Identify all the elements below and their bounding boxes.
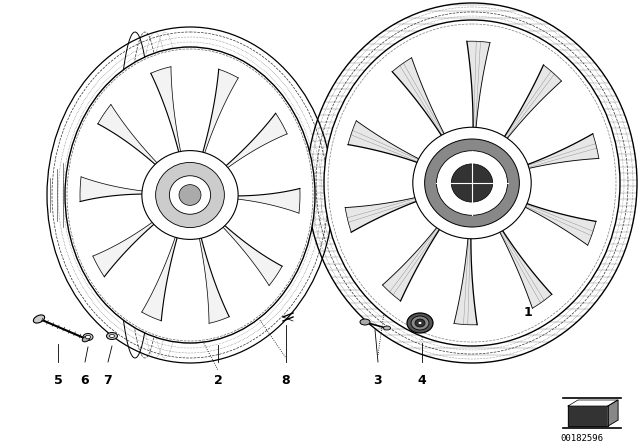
Ellipse shape: [179, 185, 201, 205]
Polygon shape: [93, 204, 177, 277]
Polygon shape: [151, 67, 186, 178]
Ellipse shape: [82, 336, 90, 342]
Text: 3: 3: [374, 374, 382, 387]
Ellipse shape: [65, 47, 315, 343]
Polygon shape: [490, 134, 599, 179]
Text: 6: 6: [81, 374, 90, 387]
Polygon shape: [608, 400, 618, 426]
Polygon shape: [98, 104, 177, 185]
Polygon shape: [454, 202, 477, 325]
Text: 8: 8: [282, 374, 291, 387]
Ellipse shape: [407, 313, 433, 333]
Polygon shape: [568, 400, 618, 406]
Text: 00182596: 00182596: [561, 434, 604, 443]
Ellipse shape: [411, 316, 429, 330]
Ellipse shape: [436, 151, 508, 215]
Polygon shape: [204, 113, 287, 186]
Ellipse shape: [33, 315, 45, 323]
Polygon shape: [483, 65, 561, 169]
Ellipse shape: [413, 127, 531, 239]
Ellipse shape: [106, 332, 118, 340]
Ellipse shape: [418, 322, 422, 324]
Ellipse shape: [451, 164, 493, 202]
Ellipse shape: [86, 335, 90, 339]
Ellipse shape: [109, 335, 115, 337]
Polygon shape: [467, 41, 490, 164]
Ellipse shape: [156, 163, 225, 228]
Polygon shape: [482, 198, 552, 308]
Polygon shape: [195, 69, 238, 179]
Ellipse shape: [324, 20, 620, 346]
Polygon shape: [490, 189, 596, 245]
Text: 7: 7: [104, 374, 113, 387]
Polygon shape: [348, 121, 454, 177]
Ellipse shape: [170, 176, 211, 214]
Ellipse shape: [83, 333, 93, 340]
Polygon shape: [207, 189, 300, 213]
Polygon shape: [383, 197, 461, 301]
Polygon shape: [392, 58, 462, 168]
Polygon shape: [345, 187, 454, 232]
Polygon shape: [202, 206, 282, 285]
Ellipse shape: [415, 319, 425, 327]
Polygon shape: [141, 211, 185, 321]
Polygon shape: [80, 177, 173, 202]
Ellipse shape: [383, 326, 390, 330]
Ellipse shape: [142, 151, 238, 239]
Text: 4: 4: [418, 374, 426, 387]
Polygon shape: [194, 212, 229, 323]
Text: 5: 5: [54, 374, 62, 387]
Text: 1: 1: [524, 306, 532, 319]
Polygon shape: [568, 406, 608, 426]
Ellipse shape: [425, 139, 520, 227]
Ellipse shape: [360, 319, 370, 325]
Text: 2: 2: [214, 374, 222, 387]
